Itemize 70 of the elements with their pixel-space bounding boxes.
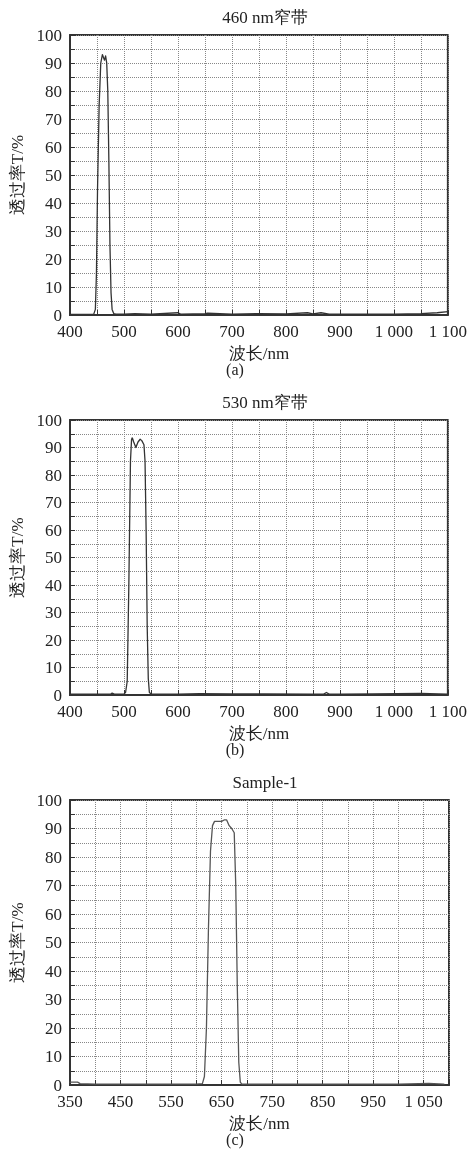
y-tick-label: 30 <box>45 221 62 241</box>
x-tick-label: 750 <box>259 1092 285 1111</box>
y-tick-label: 90 <box>45 819 62 838</box>
x-tick-label: 500 <box>111 702 137 721</box>
y-tick-label: 50 <box>45 548 62 567</box>
x-axis-title: 波长/nm <box>228 343 290 363</box>
x-tick-label: 700 <box>219 322 245 341</box>
y-tick-label: 0 <box>53 305 62 325</box>
line-series <box>69 819 445 1085</box>
text: (c) <box>226 1130 244 1149</box>
x-tick-label: 800 <box>273 702 299 721</box>
y-tick-label: 20 <box>45 630 62 650</box>
y-tick-label: 0 <box>53 685 62 705</box>
y-tick-label: 10 <box>45 277 62 297</box>
y-tick-label: 20 <box>45 1018 62 1038</box>
y-axis-title: 透过率T/% <box>7 134 27 216</box>
x-tick-label: 1 050 <box>404 1092 443 1111</box>
x-axis-title: 波长/nm <box>229 1113 290 1133</box>
x-tick-label: 850 <box>309 1092 336 1111</box>
y-tick-label: 70 <box>45 109 62 129</box>
y-tick-label: 80 <box>45 81 62 101</box>
x-tick-label: 1 100 <box>428 322 467 341</box>
y-tick-label: 100 <box>36 410 62 430</box>
y-tick-label: 30 <box>45 603 62 622</box>
y-axis-title: 透过率T/% <box>7 902 27 983</box>
y-tick-label: 40 <box>45 575 62 595</box>
y-tick-label: 40 <box>45 961 62 981</box>
x-tick-label: 600 <box>165 322 191 341</box>
x-tick-label: 1 100 <box>428 702 467 721</box>
x-tick-label: 600 <box>165 702 191 721</box>
y-tick-label: 90 <box>45 438 62 457</box>
chart-title: Sample-1 <box>232 773 298 792</box>
x-tick-label: 400 <box>57 322 83 341</box>
x-axis-title: 波长/nm <box>228 723 290 743</box>
y-tick-label: 60 <box>45 137 62 157</box>
x-tick-label: 400 <box>57 702 83 721</box>
x-tick-label: 700 <box>219 702 245 721</box>
y-tick-label: 10 <box>45 1047 62 1066</box>
x-tick-label: 350 <box>57 1092 83 1111</box>
y-tick-label: 90 <box>45 53 62 73</box>
y-tick-label: 70 <box>45 876 62 895</box>
y-tick-label: 60 <box>45 520 62 540</box>
y-tick-label: 100 <box>36 25 62 45</box>
y-tick-label: 80 <box>45 847 62 867</box>
y-tick-label: 20 <box>45 249 62 269</box>
x-tick-label: 900 <box>327 322 353 341</box>
x-tick-label: 500 <box>111 322 137 341</box>
y-tick-label: 100 <box>36 790 62 810</box>
y-tick-label: 80 <box>45 465 62 485</box>
x-tick-label: 1 000 <box>374 322 414 341</box>
x-tick-label: 550 <box>158 1092 184 1111</box>
y-tick-label: 70 <box>45 493 62 512</box>
x-tick-label: 950 <box>360 1092 386 1111</box>
chart-title: 530 nm窄带 <box>222 393 308 412</box>
y-tick-label: 0 <box>53 1075 62 1095</box>
y-tick-label: 10 <box>45 658 62 677</box>
x-tick-label: 650 <box>208 1092 235 1111</box>
y-tick-label: 40 <box>45 193 62 213</box>
y-axis-title: 透过率T/% <box>7 517 27 598</box>
text: (b) <box>225 740 245 759</box>
y-tick-label: 30 <box>45 990 62 1009</box>
y-tick-label: 50 <box>45 165 62 185</box>
y-tick-label: 50 <box>45 933 62 952</box>
text: (a) <box>226 360 244 379</box>
x-tick-label: 800 <box>273 322 299 341</box>
x-tick-label: 900 <box>327 702 353 721</box>
x-tick-label: 450 <box>107 1092 134 1111</box>
chart-title: 460 nm窄带 <box>222 8 308 27</box>
y-tick-label: 60 <box>45 904 62 924</box>
x-tick-label: 1 000 <box>374 702 414 721</box>
